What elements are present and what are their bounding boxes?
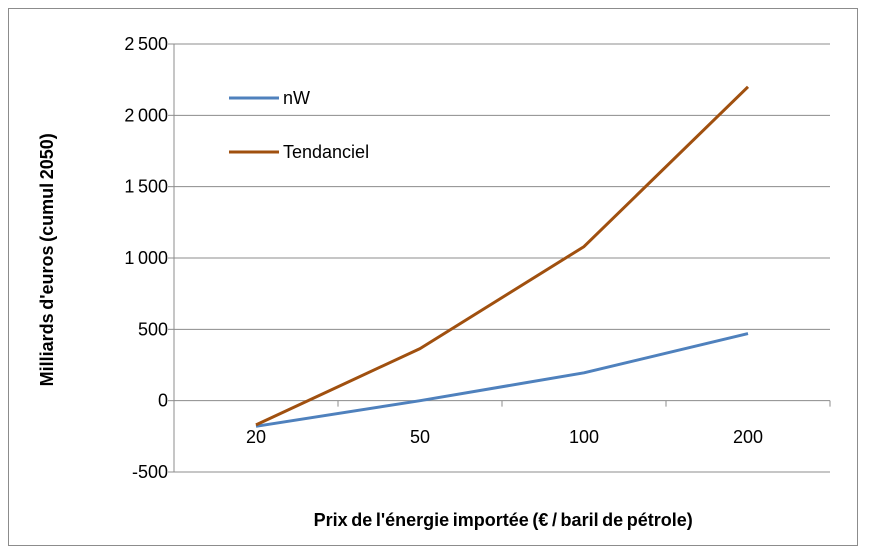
y-tick-label: -500	[132, 462, 168, 482]
x-tick-label: 200	[733, 427, 763, 447]
y-tick-label: 0	[158, 391, 168, 411]
gridlines	[174, 43, 830, 473]
y-tick-label: 1 000	[124, 248, 168, 268]
series-line-nw	[255, 332, 749, 428]
x-tick-label: 20	[246, 427, 266, 447]
axes: 2 500 2 000 1 500 1 000 500 0 -500 20 50 100 200	[124, 34, 831, 482]
x-tick-label: 50	[410, 427, 430, 447]
x-tick-label: 100	[569, 427, 599, 447]
y-tick-label: 1 500	[124, 177, 168, 197]
y-tick-label: 2 500	[124, 34, 168, 54]
y-tick-label: 2 000	[124, 105, 168, 125]
y-tick-label: 500	[138, 319, 168, 339]
y-axis-title: Milliards d'euros (cumul 2050)	[37, 130, 57, 387]
series-line-tendanciel	[255, 85, 750, 427]
legend-label-nw: nW	[283, 88, 310, 108]
legend: nW Tendanciel	[229, 88, 369, 162]
series-lines	[255, 85, 750, 428]
chart-frame	[8, 8, 858, 546]
x-axis-title: Prix de l'énergie importée (€ / baril de…	[314, 510, 697, 530]
legend-label-tendanciel: Tendanciel	[283, 142, 369, 162]
